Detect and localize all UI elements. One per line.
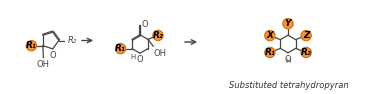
Text: R₁: R₁: [115, 44, 126, 53]
Text: R₂: R₂: [67, 36, 77, 45]
Text: R₂: R₂: [301, 48, 311, 57]
Circle shape: [283, 19, 293, 29]
Circle shape: [265, 47, 275, 58]
Text: Substituted tetrahydropyran: Substituted tetrahydropyran: [229, 80, 349, 89]
Text: R₁: R₁: [265, 48, 275, 57]
Circle shape: [26, 41, 37, 51]
Text: OH: OH: [37, 60, 50, 69]
Text: O: O: [50, 51, 57, 60]
Text: Z: Z: [303, 31, 309, 40]
Text: OH: OH: [154, 49, 167, 58]
Circle shape: [115, 43, 126, 54]
Text: O: O: [142, 20, 149, 29]
Text: Y: Y: [285, 19, 291, 28]
Circle shape: [301, 47, 311, 58]
Text: O: O: [285, 55, 291, 64]
Text: X: X: [266, 31, 273, 40]
Circle shape: [153, 30, 163, 41]
Text: O: O: [137, 55, 143, 64]
Circle shape: [265, 30, 275, 41]
Text: H: H: [131, 54, 136, 60]
Text: H: H: [285, 58, 290, 64]
Circle shape: [301, 30, 311, 41]
Text: R₂: R₂: [153, 31, 163, 40]
Text: R₁: R₁: [26, 41, 37, 50]
